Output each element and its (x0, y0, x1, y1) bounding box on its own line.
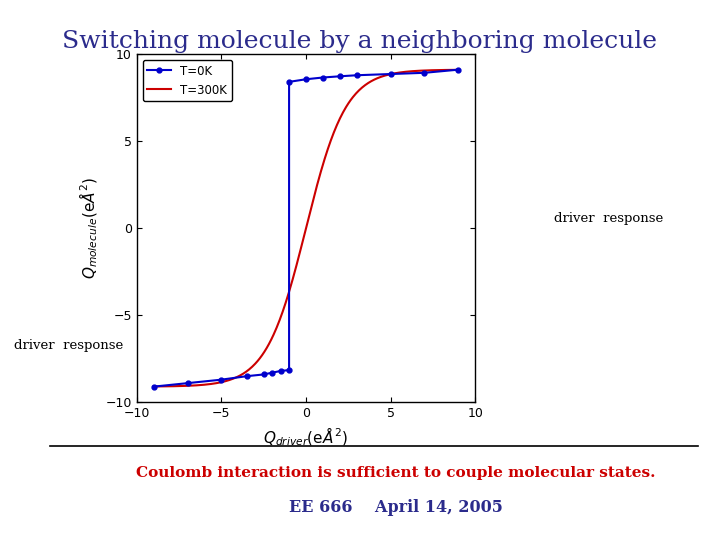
Text: Coulomb interaction is sufficient to couple molecular states.: Coulomb interaction is sufficient to cou… (136, 465, 656, 480)
Text: driver  response: driver response (554, 212, 663, 225)
Y-axis label: $Q_{molecule}(\mathrm{e}\AA^{2})$: $Q_{molecule}(\mathrm{e}\AA^{2})$ (78, 177, 100, 279)
X-axis label: $Q_{driver}(\mathrm{e}\AA^{2})$: $Q_{driver}(\mathrm{e}\AA^{2})$ (264, 426, 348, 448)
Text: driver  response: driver response (14, 339, 123, 352)
Text: Switching molecule by a neighboring molecule: Switching molecule by a neighboring mole… (63, 30, 657, 53)
Legend: T=0K, T=300K: T=0K, T=300K (143, 60, 232, 102)
Text: EE 666    April 14, 2005: EE 666 April 14, 2005 (289, 499, 503, 516)
